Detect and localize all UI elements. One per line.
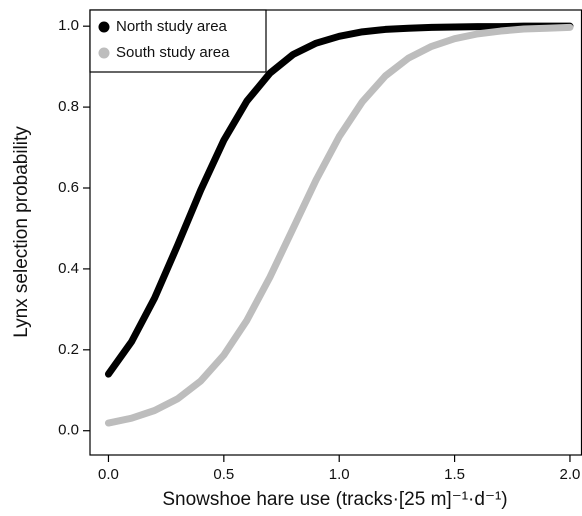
legend-label: South study area [116, 44, 230, 61]
x-axis-title: Snowshoe hare use (tracks·[25 m]⁻¹·d⁻¹) [162, 489, 507, 510]
series-line [104, 22, 574, 378]
y-tick-label: 0.8 [58, 98, 79, 115]
y-axis-title: Lynx selection probability [11, 126, 32, 338]
legend-marker [98, 47, 110, 59]
x-tick-label: 2.0 [560, 466, 581, 483]
legend-box [89, 9, 267, 73]
legend-marker [98, 21, 110, 33]
y-tick-label: 0.2 [58, 341, 79, 358]
y-tick-label: 1.0 [58, 17, 79, 34]
legend-label: North study area [116, 18, 228, 35]
x-tick-label: 0.0 [98, 466, 119, 483]
series-line [104, 23, 574, 427]
y-tick-label: 0.6 [58, 179, 79, 196]
y-tick-label: 0.4 [58, 260, 79, 277]
x-tick-label: 1.0 [329, 466, 350, 483]
x-tick-label: 1.5 [444, 466, 465, 483]
plot-area [104, 22, 574, 427]
plot-frame [89, 9, 582, 456]
x-tick-label: 0.5 [213, 466, 234, 483]
y-tick-label: 0.0 [58, 422, 79, 439]
